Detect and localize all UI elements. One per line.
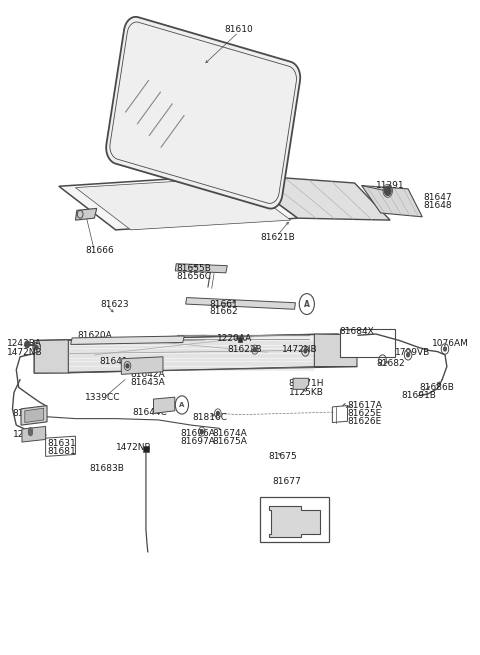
Text: 81621B: 81621B	[260, 233, 295, 242]
Circle shape	[384, 186, 391, 195]
Circle shape	[35, 346, 38, 350]
Polygon shape	[143, 446, 149, 453]
Polygon shape	[362, 185, 422, 217]
Polygon shape	[238, 337, 242, 342]
Text: 81691B: 81691B	[401, 390, 436, 400]
Text: 81682: 81682	[376, 360, 405, 369]
Circle shape	[25, 341, 30, 348]
Text: 81644C: 81644C	[132, 407, 167, 417]
Text: 81643A: 81643A	[131, 378, 166, 386]
Polygon shape	[121, 357, 163, 375]
Text: 1472NB: 1472NB	[116, 443, 151, 452]
Polygon shape	[154, 397, 175, 413]
Polygon shape	[75, 178, 291, 230]
Text: 81696A: 81696A	[180, 429, 215, 438]
Polygon shape	[21, 405, 47, 425]
Text: 81635B: 81635B	[12, 409, 48, 418]
Text: 81674A: 81674A	[212, 429, 247, 438]
Text: 81642A: 81642A	[131, 370, 166, 379]
Polygon shape	[175, 264, 228, 273]
Text: 81641: 81641	[99, 358, 128, 367]
Circle shape	[29, 428, 32, 433]
Polygon shape	[314, 334, 357, 367]
Polygon shape	[59, 174, 298, 230]
Circle shape	[200, 430, 203, 434]
Text: 81648: 81648	[423, 200, 452, 210]
Circle shape	[29, 430, 32, 436]
Polygon shape	[106, 17, 300, 208]
Text: 81666: 81666	[85, 246, 114, 255]
Circle shape	[253, 348, 256, 352]
Polygon shape	[293, 379, 309, 389]
Polygon shape	[34, 340, 68, 373]
Text: 81675A: 81675A	[212, 437, 247, 446]
Text: 81684X: 81684X	[339, 327, 374, 336]
Text: 1076AM: 1076AM	[432, 339, 468, 348]
Text: 1243BA: 1243BA	[7, 339, 42, 348]
Text: 81683B: 81683B	[90, 464, 124, 473]
Text: 81647: 81647	[423, 193, 452, 202]
Polygon shape	[25, 408, 44, 422]
Polygon shape	[340, 329, 395, 357]
Polygon shape	[186, 297, 296, 309]
Circle shape	[304, 349, 307, 353]
Polygon shape	[22, 426, 46, 442]
Text: 1799VB: 1799VB	[395, 348, 430, 358]
Text: 81681: 81681	[48, 447, 76, 456]
Polygon shape	[260, 496, 329, 542]
Text: 1125KB: 1125KB	[289, 388, 324, 397]
Polygon shape	[75, 208, 96, 220]
Polygon shape	[71, 336, 184, 345]
Polygon shape	[34, 334, 357, 373]
Text: 1220AA: 1220AA	[217, 334, 252, 343]
Text: A: A	[179, 402, 185, 408]
Circle shape	[407, 353, 409, 357]
Text: 81662: 81662	[209, 307, 238, 316]
Text: 81656C: 81656C	[176, 272, 211, 281]
Text: 81655B: 81655B	[176, 265, 211, 273]
Text: 81661: 81661	[209, 299, 238, 309]
Text: 1472NB: 1472NB	[282, 345, 318, 354]
Circle shape	[29, 429, 32, 434]
Polygon shape	[239, 174, 390, 220]
Circle shape	[126, 364, 129, 368]
Text: 81622B: 81622B	[228, 345, 262, 354]
Text: 81626E: 81626E	[348, 417, 382, 426]
Text: 81677: 81677	[272, 477, 301, 485]
Circle shape	[216, 411, 219, 415]
Text: 1339CC: 1339CC	[85, 393, 120, 402]
Text: A: A	[304, 299, 310, 309]
Text: 11291: 11291	[376, 181, 405, 190]
Text: 81675: 81675	[268, 452, 297, 461]
Text: 81610: 81610	[224, 25, 253, 34]
Text: 81623: 81623	[100, 300, 129, 309]
Text: 81631: 81631	[48, 439, 76, 448]
Text: 81617A: 81617A	[348, 401, 383, 410]
Text: 81620A: 81620A	[78, 331, 112, 340]
Text: 1472NB: 1472NB	[7, 348, 42, 357]
Text: 1220AB: 1220AB	[12, 430, 48, 439]
Text: 81686B: 81686B	[420, 383, 454, 392]
Text: 81816C: 81816C	[193, 413, 228, 422]
Text: 81671H: 81671H	[289, 379, 324, 388]
Text: 81625E: 81625E	[348, 409, 382, 418]
Circle shape	[444, 347, 446, 351]
Polygon shape	[269, 506, 320, 537]
Text: 81697A: 81697A	[180, 437, 215, 446]
